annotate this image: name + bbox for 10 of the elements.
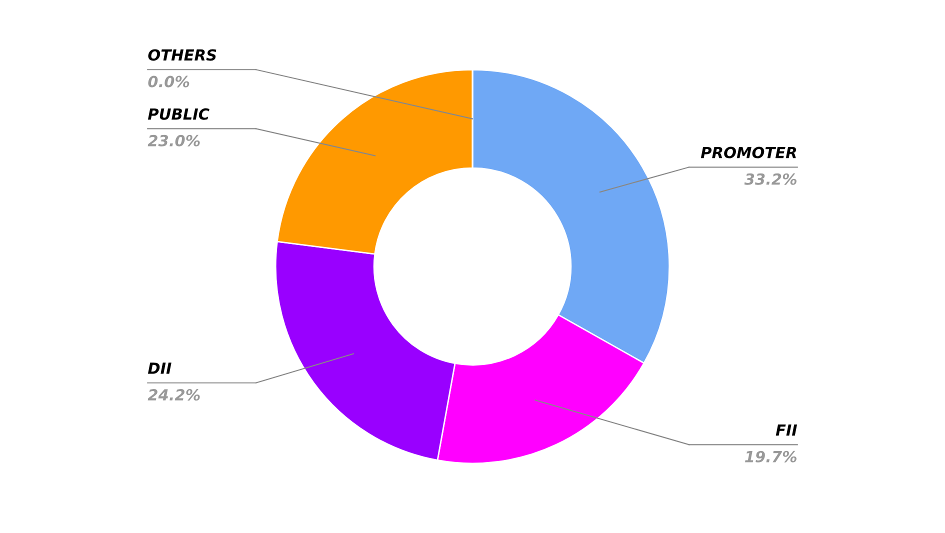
slice-label: PUBLIC: [148, 108, 210, 120]
data-label: 23.0%: [148, 134, 200, 146]
slice-label: FII: [776, 424, 798, 436]
category-label: OTHERS: [148, 49, 216, 61]
data-label: 19.7%: [745, 450, 796, 462]
text: 0.0%: [148, 76, 190, 88]
data-label: 33.2%: [744, 173, 796, 185]
slice-label: DII: [148, 362, 172, 374]
data-label: 24.2%: [148, 389, 200, 401]
slice-label: PROMOTER: [700, 146, 796, 158]
